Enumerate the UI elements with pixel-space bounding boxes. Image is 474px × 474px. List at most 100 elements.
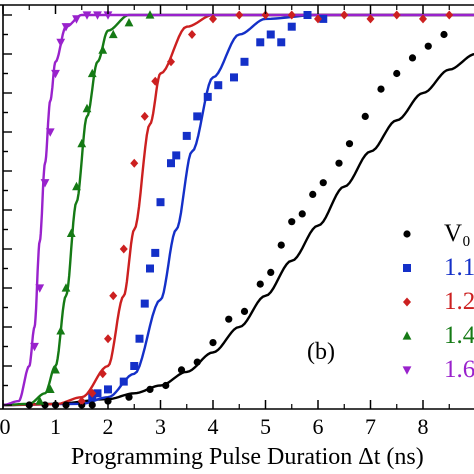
data-points bbox=[25, 10, 454, 409]
data-point-s0-8 bbox=[146, 385, 154, 393]
data-point-s2-16 bbox=[340, 10, 349, 20]
data-point-s3-4 bbox=[61, 283, 71, 292]
legend-marker-3 bbox=[402, 331, 412, 340]
data-point-s1-11 bbox=[172, 151, 181, 160]
data-point-s2-20 bbox=[445, 10, 454, 20]
data-point-s0-5 bbox=[88, 401, 96, 409]
data-point-s0-14 bbox=[240, 307, 249, 315]
x-tick-label-1: 1 bbox=[50, 414, 61, 439]
data-point-s1-8 bbox=[151, 248, 160, 257]
data-point-s2-18 bbox=[392, 10, 401, 20]
legend-marker-4 bbox=[402, 366, 412, 375]
data-point-s1-21 bbox=[287, 22, 296, 31]
data-point-s2-2 bbox=[98, 369, 107, 379]
data-point-s1-10 bbox=[167, 159, 175, 168]
data-point-s2-13 bbox=[261, 10, 270, 20]
legend-label-0: V₀ bbox=[444, 220, 471, 247]
data-point-s2-3 bbox=[104, 334, 112, 344]
y-ticks bbox=[3, 14, 12, 406]
axes bbox=[0, 4, 474, 410]
data-point-s4-1 bbox=[35, 284, 45, 293]
data-point-s0-9 bbox=[162, 381, 170, 390]
data-point-s0-24 bbox=[361, 112, 369, 120]
data-point-s4-3 bbox=[45, 128, 55, 137]
legend-marker-0 bbox=[403, 230, 411, 238]
fit-curve-series-3 bbox=[3, 13, 474, 407]
fit-curve-series-2 bbox=[3, 13, 474, 407]
x-tick-label-8: 8 bbox=[418, 414, 429, 439]
x-tick-label-6: 6 bbox=[313, 414, 324, 439]
data-point-s0-21 bbox=[319, 179, 327, 187]
panel-label: (b) bbox=[307, 339, 335, 365]
data-point-s4-2 bbox=[40, 179, 50, 188]
data-point-s1-14 bbox=[203, 92, 212, 101]
data-point-s2-7 bbox=[140, 111, 149, 121]
legend-label-4: 1.6 bbox=[444, 356, 474, 383]
data-point-s3-9 bbox=[87, 68, 97, 78]
data-point-s3-3 bbox=[56, 326, 66, 335]
x-tick-label-7: 7 bbox=[365, 414, 376, 439]
data-point-s0-10 bbox=[177, 366, 186, 374]
x-tick-label-0: 0 bbox=[0, 414, 11, 439]
data-point-s2-0 bbox=[77, 396, 86, 406]
fit-curve-series-1 bbox=[3, 13, 474, 407]
data-point-s3-8 bbox=[82, 103, 92, 113]
data-point-s2-8 bbox=[151, 76, 160, 86]
data-point-s2-11 bbox=[209, 14, 217, 24]
data-point-s1-9 bbox=[156, 198, 165, 207]
data-point-s2-12 bbox=[235, 10, 244, 20]
data-point-s3-12 bbox=[124, 18, 134, 27]
legend-marker-2 bbox=[403, 297, 411, 307]
data-point-s3-0 bbox=[35, 396, 45, 405]
data-point-s3-13 bbox=[145, 10, 155, 19]
data-point-s1-19 bbox=[266, 30, 275, 39]
data-point-s1-2 bbox=[104, 385, 112, 394]
data-point-s1-16 bbox=[230, 73, 238, 82]
data-point-s0-16 bbox=[267, 268, 275, 276]
data-point-s1-18 bbox=[256, 38, 265, 47]
x-tick-label-3: 3 bbox=[155, 414, 166, 439]
data-point-s1-7 bbox=[146, 264, 154, 273]
data-point-s0-29 bbox=[440, 30, 448, 39]
data-point-s0-3 bbox=[62, 401, 70, 409]
data-point-s4-8 bbox=[82, 11, 92, 20]
data-point-s0-12 bbox=[209, 339, 217, 347]
legend-label-1: 1.1 bbox=[444, 254, 474, 281]
data-point-s0-11 bbox=[193, 358, 201, 366]
data-point-s4-10 bbox=[103, 11, 113, 20]
x-ticks: 0 1 2 3 4 5 6 7 8 bbox=[0, 5, 450, 439]
data-point-s2-19 bbox=[419, 14, 427, 24]
data-point-s0-28 bbox=[424, 42, 432, 50]
data-point-s2-14 bbox=[287, 10, 296, 20]
data-point-s4-9 bbox=[93, 11, 102, 20]
fit-curve-series-4 bbox=[2, 13, 474, 407]
data-point-s2-5 bbox=[119, 244, 128, 254]
x-axis-label: Programming Pulse Duration Δt (ns) bbox=[71, 444, 424, 470]
data-point-s4-0 bbox=[30, 342, 39, 352]
data-point-s0-20 bbox=[309, 190, 317, 198]
data-point-s0-22 bbox=[335, 159, 343, 167]
fit-curve-series-0 bbox=[3, 53, 474, 407]
data-point-s3-1 bbox=[45, 384, 55, 393]
data-point-s2-17 bbox=[366, 14, 375, 24]
data-point-s0-27 bbox=[408, 54, 417, 62]
data-point-s4-4 bbox=[51, 69, 60, 79]
data-point-s1-23 bbox=[319, 14, 328, 23]
legend-label-3: 1.4 bbox=[444, 322, 474, 349]
data-point-s1-17 bbox=[240, 57, 249, 66]
x-tick-label-2: 2 bbox=[103, 414, 114, 439]
data-point-s2-10 bbox=[188, 30, 196, 39]
data-point-s1-22 bbox=[303, 11, 312, 19]
data-point-s2-15 bbox=[314, 14, 322, 24]
x-tick-label-4: 4 bbox=[208, 414, 219, 439]
data-point-s1-12 bbox=[182, 131, 191, 140]
data-point-s4-6 bbox=[61, 23, 71, 32]
data-point-s1-1 bbox=[93, 389, 102, 398]
data-point-s0-25 bbox=[377, 85, 385, 93]
data-point-s3-10 bbox=[98, 45, 108, 54]
x-tick-label-5: 5 bbox=[260, 414, 271, 439]
data-point-s3-11 bbox=[108, 29, 118, 39]
legend-marker-1 bbox=[403, 264, 411, 272]
fit-curves bbox=[2, 13, 474, 407]
data-point-s2-6 bbox=[130, 158, 139, 168]
